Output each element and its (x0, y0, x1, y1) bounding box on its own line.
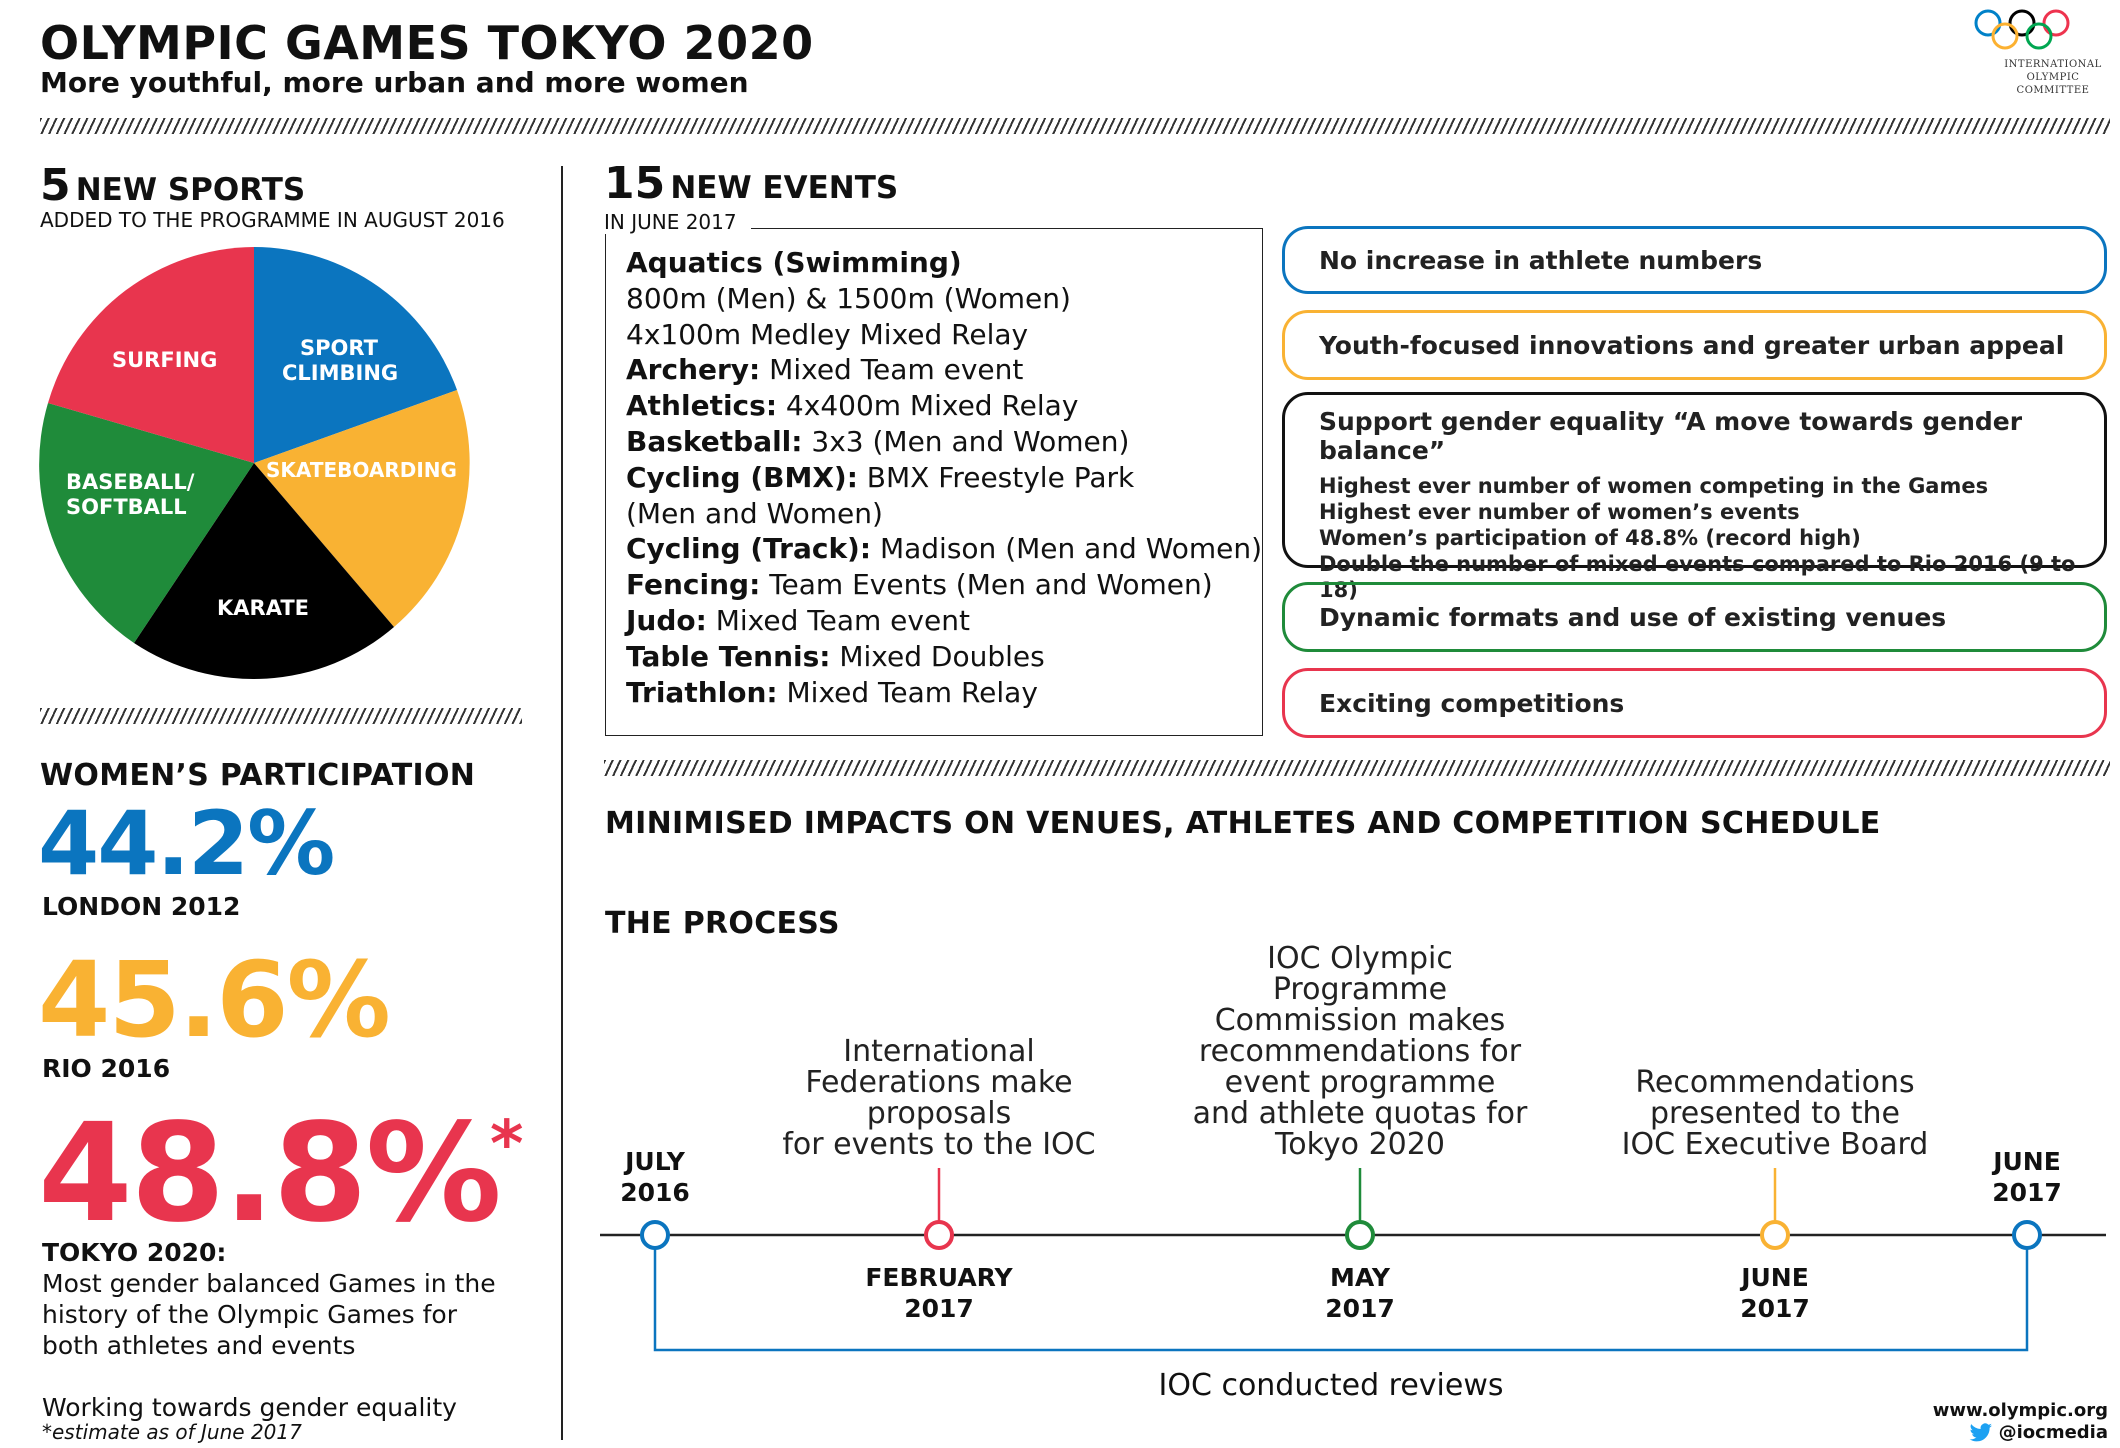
tokyo-description: Most gender balanced Games in the histor… (42, 1269, 496, 1360)
tokyo-percentage: 48.8% (38, 1095, 502, 1253)
timeline-marker-july-2016 (640, 1220, 670, 1250)
rio-percentage: 45.6% (38, 939, 391, 1061)
london-label: LONDON 2012 (42, 892, 241, 921)
event-line: Fencing: Team Events (Men and Women) (626, 568, 1213, 602)
timeline-may-date: MAY 2017 (1325, 1263, 1395, 1323)
footer-website-link[interactable]: www.olympic.org (1932, 1400, 2108, 1421)
estimate-note: *estimate as of June 2017 (42, 1420, 302, 1444)
timeline-marker-june-2017-board (1760, 1220, 1790, 1250)
new-events-sub: IN JUNE 2017 (604, 210, 751, 234)
event-line: Judo: Mixed Team event (626, 603, 970, 637)
impacts-heading: MINIMISED IMPACTS ON VENUES, ATHLETES AN… (605, 806, 1881, 841)
event-line: Basketball: 3x3 (Men and Women) (626, 424, 1130, 458)
timeline-end-date: JUNE 2017 (1992, 1147, 2062, 1207)
event-line: Cycling (BMX): BMX Freestyle Park (626, 460, 1135, 494)
pie-label-baseball-softball: BASEBALL/ SOFTBALL (66, 470, 195, 519)
twitter-icon (1969, 1422, 1992, 1441)
pill-gender-equality: Support gender equality “A move towards … (1282, 392, 2107, 602)
pie-slice-skateboarding (254, 390, 470, 627)
pie-label-surfing: SURFING (112, 348, 218, 372)
rio-label: RIO 2016 (42, 1054, 171, 1083)
ioc-logo-text: INTERNATIONAL OLYMPIC COMMITTEE (2004, 59, 2102, 96)
pill-youth-focused: Youth-focused innovations and greater ur… (1282, 310, 2107, 380)
pill-no-increase: No increase in athlete numbers (1282, 226, 2107, 294)
working-towards-text: Working towards gender equality (42, 1393, 457, 1422)
new-sports-sub: ADDED TO THE PROGRAMME IN AUGUST 2016 (40, 208, 505, 232)
pie-slice-baseball-softball (39, 403, 254, 643)
pie-slice-karate (134, 463, 394, 680)
new-sports-heading: 5 NEW SPORTS (40, 160, 306, 211)
tokyo-asterisk: * (490, 1108, 524, 1182)
event-line: Aquatics (Swimming) (626, 246, 962, 279)
event-line: Cycling (Track): Madison (Men and Women) (626, 532, 1263, 566)
new-events-heading: 15 NEW EVENTS (604, 158, 899, 209)
tokyo-label: TOKYO 2020: (42, 1238, 227, 1267)
womens-participation-heading: WOMEN’S PARTICIPATION (40, 758, 476, 793)
pill-exciting-competitions: Exciting competitions (1282, 668, 2107, 738)
pie-slice-sport-climbing (254, 247, 457, 463)
pie-label-karate: KARATE (217, 596, 309, 620)
event-line: Archery: Mixed Team event (626, 353, 1024, 387)
london-percentage: 44.2% (38, 792, 335, 895)
event-line: 4x100m Medley Mixed Relay (626, 317, 1029, 351)
timeline-start-date: JULY 2016 (620, 1147, 690, 1207)
timeline-feb-text: International Federations make proposals… (782, 1034, 1096, 1162)
timeline-marker-february-2017 (924, 1220, 954, 1250)
event-line: Triathlon: Mixed Team Relay (626, 675, 1038, 709)
timeline-june-text: Recommendations presented to the IOC Exe… (1621, 1065, 1929, 1162)
event-line: Table Tennis: Mixed Doubles (626, 639, 1045, 673)
timeline-marker-may-2017 (1345, 1220, 1375, 1250)
pie-label-skateboarding: SKATEBOARDING (266, 458, 457, 482)
pie-label-sport-climbing: SPORT CLIMBING (282, 336, 399, 385)
page-title: OLYMPIC GAMES TOKYO 2020 (40, 16, 814, 70)
event-line: (Men and Women) (626, 496, 883, 530)
pie-slice-surfing (48, 247, 254, 463)
timeline-feb-date: FEBRUARY 2017 (865, 1263, 1013, 1323)
event-line: Athletics: 4x400m Mixed Relay (626, 389, 1079, 423)
olympic-rings-icon (1974, 9, 2070, 50)
pill-dynamic-formats: Dynamic formats and use of existing venu… (1282, 582, 2107, 652)
divider-hatch (40, 708, 522, 724)
event-line: 800m (Men) & 1500m (Women) (626, 281, 1071, 315)
new-events-box: Aquatics (Swimming) 800m (Men) & 1500m (… (605, 228, 1263, 736)
page-subtitle: More youthful, more urban and more women (40, 66, 749, 99)
timeline-june-date: JUNE 2017 (1740, 1263, 1810, 1323)
process-heading: THE PROCESS (605, 906, 840, 941)
timeline-marker-june-2017 (2012, 1220, 2042, 1250)
footer-twitter-link[interactable]: @iocmedia (1969, 1422, 2108, 1443)
timeline-may-text: IOC Olympic Programme Commission makes r… (1192, 941, 1528, 1162)
new-sports-pie (39, 247, 470, 680)
vertical-divider (561, 166, 563, 1440)
divider-hatch (604, 760, 2110, 776)
ioc-reviews-label: IOC conducted reviews (1158, 1368, 1504, 1403)
divider-hatch (40, 118, 2110, 134)
